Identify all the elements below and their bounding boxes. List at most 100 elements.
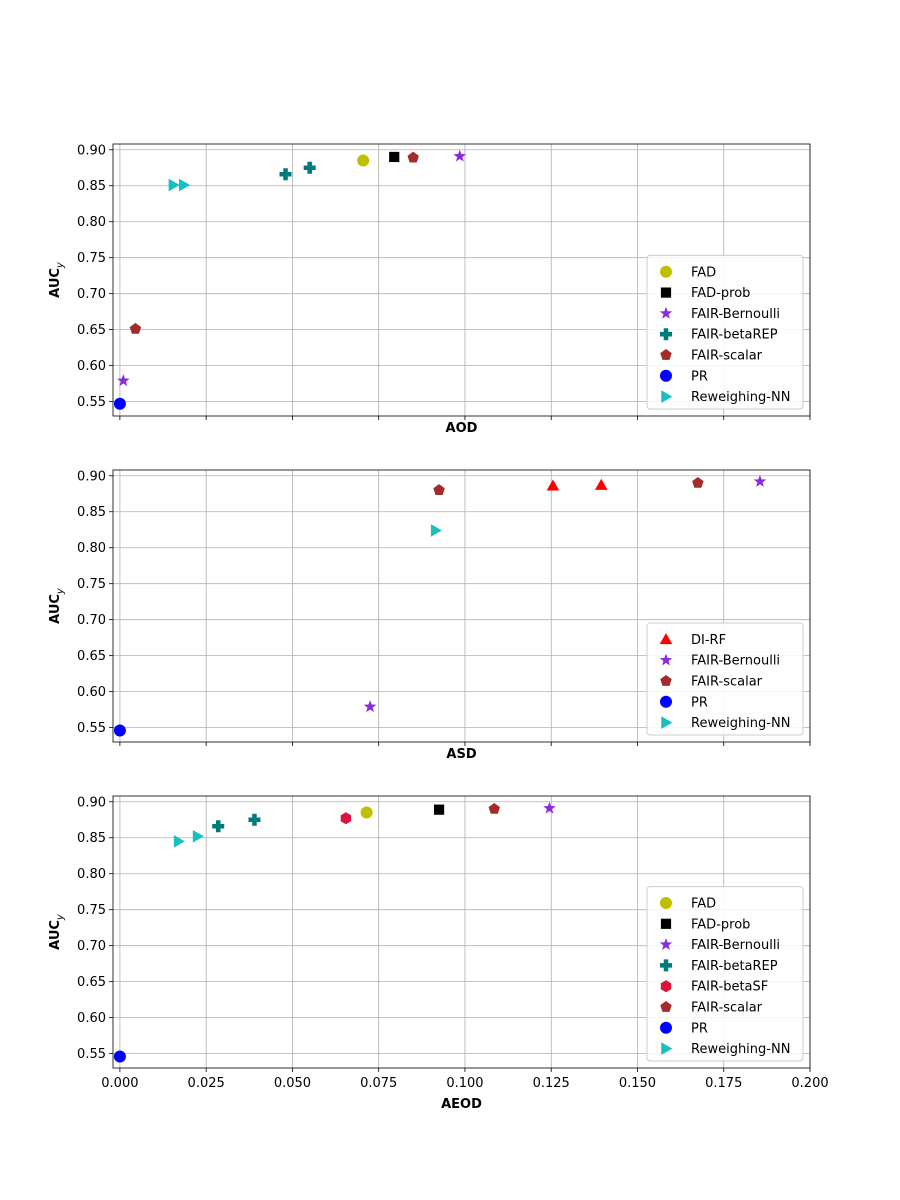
legend-marker-fad-prob bbox=[660, 287, 672, 298]
data-point-fair-betarep bbox=[248, 813, 261, 826]
data-point-fair-betasf bbox=[340, 812, 352, 825]
y-tick-label: 0.60 bbox=[77, 1011, 106, 1026]
series-fair-bernoulli bbox=[363, 474, 767, 713]
y-tick-label: 0.80 bbox=[77, 541, 106, 556]
plot-frame bbox=[112, 469, 811, 743]
y-tick-label: 0.90 bbox=[77, 469, 106, 484]
y-tick-label: 0.55 bbox=[77, 1047, 106, 1062]
legend-label: FAD-prob bbox=[691, 917, 750, 932]
legend-label: Reweighing-NN bbox=[691, 390, 790, 405]
y-tick-label: 0.60 bbox=[77, 359, 106, 374]
panel-aeod: 0.000 0.025 0.050 0.075 0.100 0.125 0.150 0.175… bbox=[48, 795, 829, 1112]
legend-marker-fair-bernoulli bbox=[659, 653, 673, 666]
legend-marker-fair-bernoulli bbox=[659, 306, 673, 319]
series-fad bbox=[357, 154, 370, 167]
data-point-fad-prob bbox=[433, 804, 445, 815]
y-tick-label: 0.55 bbox=[77, 721, 106, 736]
y-tick-label: 0.75 bbox=[77, 251, 106, 266]
legend-label: PR bbox=[691, 369, 708, 384]
legend-label: FAIR-betaREP bbox=[691, 959, 778, 974]
x-tick-label: 0.025 bbox=[188, 1076, 225, 1091]
y-tick-label: 0.55 bbox=[77, 395, 106, 410]
legend: FAD FAD-prob FAIR-Bernoulli FAIR-betaREP FAI… bbox=[646, 254, 804, 410]
series-di-rf bbox=[546, 478, 608, 491]
x-tick-label: 0.125 bbox=[533, 1076, 570, 1091]
x-tick-label: 0.150 bbox=[619, 1076, 656, 1091]
data-point-di-rf bbox=[594, 478, 608, 490]
legend-box bbox=[646, 886, 804, 1062]
series-fair-bernoulli bbox=[543, 801, 556, 814]
legend-marker-reweighing-nn bbox=[661, 1042, 673, 1055]
legend-label: FAD bbox=[691, 265, 716, 280]
y-tick-label: 0.80 bbox=[77, 215, 106, 230]
legend-marker-di-rf bbox=[659, 633, 673, 645]
x-axis-label: ASD bbox=[446, 747, 476, 762]
x-axis-label: AEOD bbox=[441, 1097, 482, 1112]
legend-marker-fair-betarep bbox=[660, 328, 672, 341]
legend-marker-fad bbox=[660, 265, 672, 278]
x-tick-label: 0.050 bbox=[274, 1076, 311, 1091]
legend-label: FAIR-betaREP bbox=[691, 328, 778, 343]
data-point-reweighing-nn bbox=[179, 178, 191, 192]
x-tick-label: 0.075 bbox=[360, 1076, 397, 1091]
legend-label: FAIR-Bernoulli bbox=[691, 654, 780, 669]
panel-asd: 0.55 0.60 0.65 0.70 0.75 0.80 0.85 0.90 ASD AUCy D… bbox=[48, 469, 811, 762]
data-point-fair-bernoulli bbox=[543, 801, 556, 814]
legend-marker-fad bbox=[660, 897, 672, 909]
data-point-fair-bernoulli bbox=[753, 474, 767, 487]
data-point-fad-prob bbox=[389, 151, 400, 163]
data-point-fair-bernoulli bbox=[453, 149, 467, 162]
y-tick-label: 0.70 bbox=[77, 939, 106, 954]
series-fad bbox=[360, 806, 373, 819]
legend-label: FAIR-betaSF bbox=[691, 980, 768, 995]
y-tick-label: 0.90 bbox=[77, 795, 106, 810]
legend-marker-fair-scalar bbox=[660, 1001, 672, 1012]
series-pr bbox=[113, 1050, 126, 1063]
series-fad-prob bbox=[389, 151, 400, 163]
data-point-reweighing-nn bbox=[168, 178, 180, 192]
data-point-fair-scalar bbox=[407, 151, 419, 163]
legend: DI-RF FAIR-Bernoulli FAIR-scalar PR Reweighi… bbox=[646, 622, 804, 736]
data-point-fair-betarep bbox=[303, 161, 316, 174]
x-tick-label: 0.100 bbox=[446, 1076, 483, 1091]
data-point-fair-scalar bbox=[692, 476, 704, 488]
series-fair-bernoulli bbox=[117, 149, 467, 387]
legend-label: FAIR-scalar bbox=[691, 1001, 763, 1016]
y-axis-label: AUCy bbox=[48, 913, 66, 950]
legend-label: FAIR-scalar bbox=[691, 675, 763, 690]
legend-label: FAIR-Bernoulli bbox=[691, 938, 780, 953]
legend-marker-pr bbox=[660, 1021, 672, 1034]
x-tick-label: 0.175 bbox=[705, 1076, 742, 1091]
legend-box bbox=[646, 254, 804, 410]
legend-marker-fair-betarep bbox=[660, 959, 672, 972]
y-tick-label: 0.85 bbox=[77, 505, 106, 520]
legend: FAD FAD-prob FAIR-Bernoulli FAIR-betaREP FAI… bbox=[646, 886, 804, 1062]
legend-marker-fair-bernoulli bbox=[659, 938, 673, 950]
panel-aod: 0.55 0.60 0.65 0.70 0.75 0.80 0.85 0.90 AOD AUCy F… bbox=[48, 143, 811, 436]
legend-marker-reweighing-nn bbox=[661, 716, 673, 729]
data-point-fair-betarep bbox=[279, 168, 292, 181]
legend-label: PR bbox=[691, 695, 708, 710]
legend-marker-pr bbox=[660, 369, 672, 382]
y-axis-label: AUCy bbox=[48, 261, 66, 298]
legend-label: Reweighing-NN bbox=[691, 716, 790, 731]
legend-marker-fad-prob bbox=[660, 918, 672, 929]
legend-box bbox=[646, 622, 804, 736]
y-tick-label: 0.70 bbox=[77, 287, 106, 302]
plot-frame bbox=[112, 795, 811, 1069]
x-axis-label: AOD bbox=[446, 421, 478, 436]
y-tick-label: 0.90 bbox=[77, 143, 106, 158]
y-tick-label: 0.85 bbox=[77, 831, 106, 846]
series-fair-scalar bbox=[433, 476, 704, 495]
y-axis-label: AUCy bbox=[48, 587, 66, 624]
legend-label: FAD bbox=[691, 897, 716, 912]
legend-label: FAD-prob bbox=[691, 286, 750, 301]
data-point-fair-scalar bbox=[433, 484, 445, 495]
data-point-pr bbox=[113, 724, 126, 737]
series-fad-prob bbox=[433, 804, 445, 815]
x-tick-label: 0.200 bbox=[791, 1076, 828, 1091]
plot-frame bbox=[112, 143, 811, 417]
legend-marker-pr bbox=[660, 695, 672, 708]
legend-marker-fair-scalar bbox=[660, 675, 672, 686]
